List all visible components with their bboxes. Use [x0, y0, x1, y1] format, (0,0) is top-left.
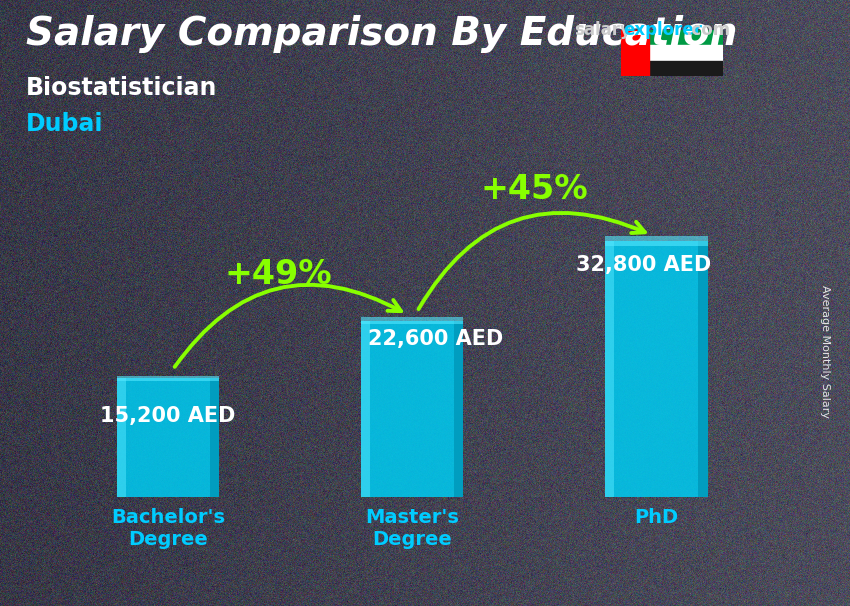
Bar [605, 236, 707, 247]
Text: Dubai: Dubai [26, 112, 103, 136]
Text: Biostatistician: Biostatistician [26, 76, 217, 100]
Text: 32,800 AED: 32,800 AED [575, 255, 711, 275]
Text: salary: salary [574, 21, 631, 39]
Text: .com: .com [685, 21, 730, 39]
Bar [699, 241, 707, 497]
Text: 15,200 AED: 15,200 AED [100, 406, 235, 426]
Bar [117, 379, 126, 497]
Bar [210, 379, 219, 497]
Text: explorer: explorer [623, 21, 702, 39]
Text: +45%: +45% [480, 173, 588, 206]
Bar [605, 241, 707, 497]
Bar [361, 318, 463, 324]
Bar [117, 379, 219, 497]
Text: 22,600 AED: 22,600 AED [368, 328, 503, 348]
Text: +49%: +49% [224, 258, 332, 291]
Bar [620, 61, 722, 76]
Bar [117, 376, 219, 381]
Text: Average Monthly Salary: Average Monthly Salary [820, 285, 830, 418]
Bar [620, 30, 722, 45]
Bar [361, 321, 371, 497]
Bar [361, 321, 463, 497]
Bar [620, 30, 649, 76]
Bar [620, 45, 722, 61]
Bar [454, 321, 463, 497]
Text: Salary Comparison By Education: Salary Comparison By Education [26, 15, 737, 53]
Bar [605, 241, 615, 497]
